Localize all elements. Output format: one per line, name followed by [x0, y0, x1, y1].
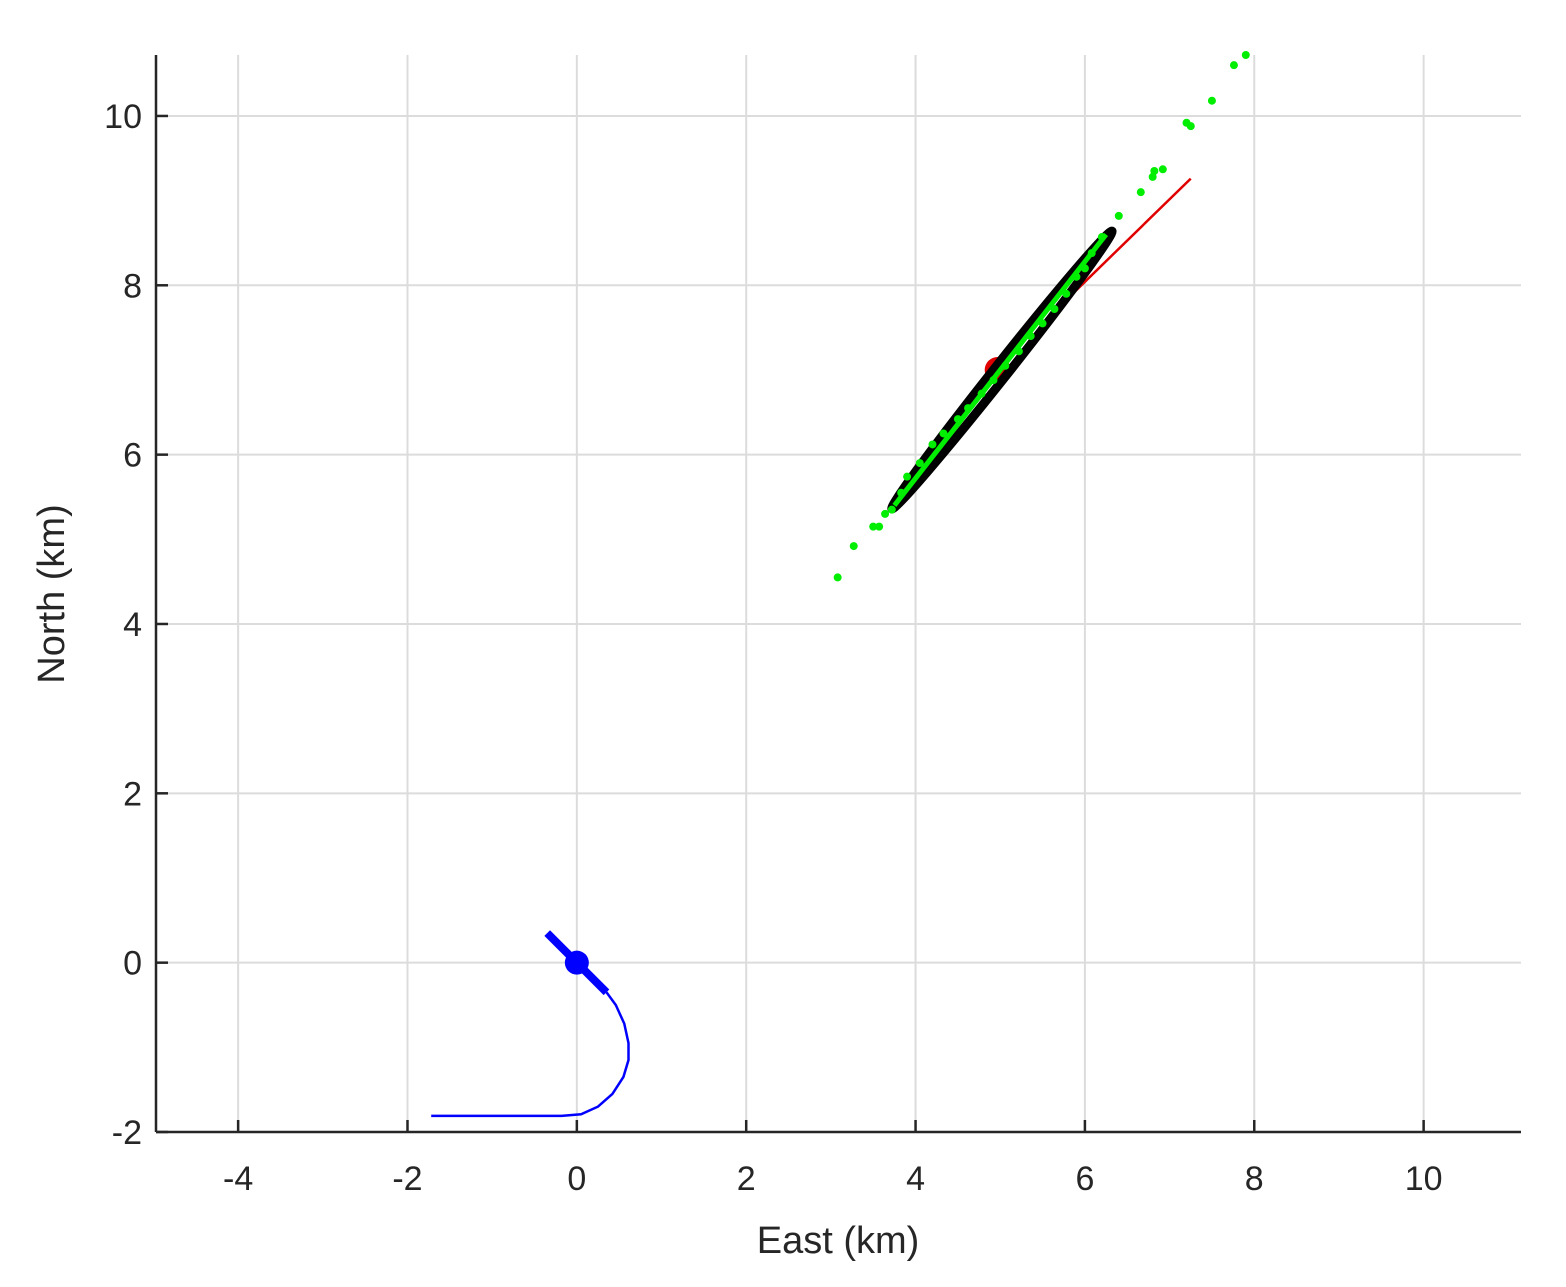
- x-axis-label: East (km): [757, 1220, 920, 1262]
- particle-point: [1087, 249, 1096, 258]
- y-axis-label: North (km): [31, 504, 73, 683]
- particle-point: [887, 505, 896, 514]
- own-track-line: [431, 991, 630, 1118]
- particle-point: [1158, 165, 1167, 174]
- particle-point: [939, 429, 948, 438]
- axes: [154, 55, 1521, 1134]
- x-tick-label: 8: [1245, 1160, 1264, 1198]
- particle-point: [1080, 264, 1089, 273]
- particle-point: [1026, 332, 1035, 341]
- particle-point: [1062, 289, 1071, 298]
- particle-point: [1072, 272, 1081, 281]
- particle-point: [953, 415, 962, 424]
- y-tick-label: 4: [123, 606, 142, 644]
- particle-point: [1150, 166, 1159, 175]
- particle-point: [1050, 305, 1059, 314]
- x-tick-label: 2: [737, 1160, 756, 1198]
- particle-point: [915, 459, 924, 468]
- particle-point: [1207, 96, 1216, 105]
- particle-point: [989, 376, 998, 385]
- particle-point: [964, 404, 973, 413]
- particle-point: [1014, 347, 1023, 356]
- y-tick-label: -2: [112, 1114, 142, 1152]
- particle-point: [1097, 233, 1106, 242]
- particle-point: [928, 440, 937, 449]
- particle-point: [1241, 51, 1250, 59]
- x-tick-label: 0: [567, 1160, 586, 1198]
- particle-point: [1038, 319, 1047, 328]
- particle-point: [903, 472, 912, 481]
- grid-lines: [156, 55, 1521, 1133]
- particle-point: [1001, 361, 1010, 370]
- particle-point: [869, 522, 878, 531]
- y-tick-label: 6: [123, 437, 142, 475]
- particle-point: [849, 542, 858, 551]
- y-tick-label: 8: [123, 267, 142, 305]
- particle-point: [1186, 122, 1195, 131]
- x-tick-label: 10: [1405, 1160, 1443, 1198]
- x-tick-label: -4: [223, 1160, 253, 1198]
- particle-point: [1114, 211, 1123, 220]
- particle-point: [881, 509, 890, 518]
- estimate-line: [892, 232, 1109, 507]
- own-position-marker: [564, 950, 589, 975]
- y-tick-label: 2: [123, 775, 142, 813]
- y-tick-label: 10: [104, 98, 142, 136]
- x-tick-label: 6: [1075, 1160, 1094, 1198]
- y-tick-label: 0: [123, 945, 142, 983]
- data-layer: [431, 51, 1250, 1118]
- particle-point: [1136, 188, 1145, 197]
- x-tick-label: -2: [392, 1160, 422, 1198]
- particle-point: [875, 522, 884, 531]
- tick-labels: -4 -2 0 2 4 6 8 10 -2 0 2 4 6 8 10: [104, 98, 1442, 1198]
- particle-point: [977, 389, 986, 398]
- x-tick-label: 4: [906, 1160, 925, 1198]
- particle-point: [833, 573, 842, 582]
- particle-point: [897, 488, 906, 497]
- particle-point: [1229, 61, 1238, 70]
